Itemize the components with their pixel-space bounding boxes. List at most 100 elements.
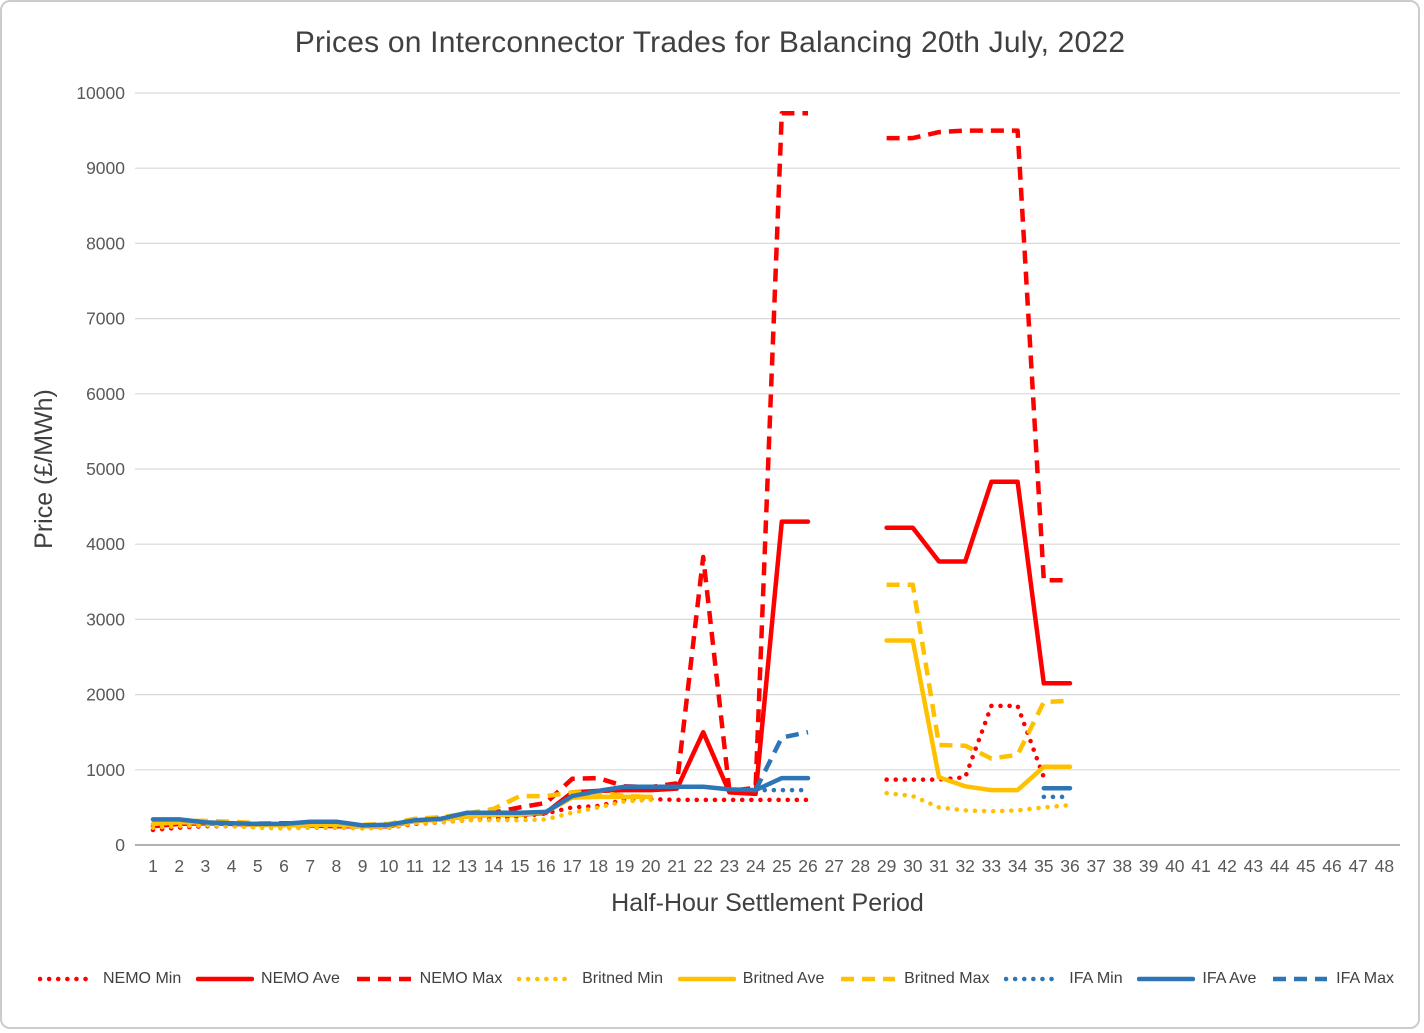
x-tick-label: 35 — [1034, 856, 1053, 876]
y-tick-label: 7000 — [86, 309, 125, 329]
x-tick-label: 23 — [720, 856, 739, 876]
legend-label-nemo-ave: NEMO Ave — [261, 970, 340, 987]
legend-item-ifa-min: IFA Min — [1004, 970, 1123, 988]
x-tick-label: 11 — [406, 856, 424, 876]
y-tick-label: 4000 — [86, 534, 125, 554]
x-tick-label: 25 — [772, 856, 791, 876]
series-line-nemo-min — [884, 703, 1047, 782]
legend-item-nemo-ave: NEMO Ave — [196, 970, 340, 988]
y-tick-label: 8000 — [86, 233, 125, 253]
legend-item-britned-min: Britned Min — [517, 970, 663, 988]
legend-line-sample-ifa-ave — [1137, 976, 1196, 982]
y-tick-label: 3000 — [86, 609, 125, 629]
x-tick-label: 33 — [982, 856, 1001, 876]
series-line-nemo-ave — [150, 519, 811, 829]
x-tick-label: 10 — [379, 856, 399, 876]
series-line-britned-min — [884, 790, 1073, 814]
x-tick-label: 42 — [1217, 856, 1236, 876]
legend-line-sample-nemo-min — [38, 976, 96, 982]
x-tick-label: 28 — [851, 856, 870, 876]
legend-label-britned-ave: Britned Ave — [742, 970, 825, 987]
y-axis-title: Price (£/MWh) — [30, 389, 58, 549]
y-tick-label: 5000 — [86, 459, 125, 479]
legend-line-sample-ifa-max — [1273, 976, 1328, 982]
series-line-ifa-max — [753, 729, 809, 792]
x-tick-label: 41 — [1191, 856, 1210, 876]
x-tick-label: 26 — [798, 856, 817, 876]
x-tick-label: 34 — [1008, 856, 1028, 876]
x-tick-label: 1 — [148, 856, 158, 876]
legend-line-sample-britned-min — [517, 976, 576, 982]
x-tick-label: 2 — [174, 856, 184, 876]
legend-line-sample-nemo-ave — [196, 976, 255, 982]
x-tick-label: 18 — [589, 856, 608, 876]
y-tick-label: 0 — [115, 835, 125, 855]
y-tick-label: 9000 — [86, 158, 125, 178]
legend-label-nemo-min: NEMO Min — [103, 970, 182, 987]
x-tick-label: 3 — [201, 856, 211, 876]
legend-item-ifa-max: IFA Max — [1271, 970, 1394, 988]
legend-line-sample-ifa-min — [1004, 976, 1063, 982]
legend-label-nemo-max: NEMO Max — [419, 970, 503, 987]
series-line-nemo-max — [886, 128, 1070, 583]
series-line-ifa-ave — [150, 775, 811, 828]
x-tick-label: 4 — [227, 856, 237, 876]
legend-item-ifa-ave: IFA Ave — [1137, 970, 1256, 988]
x-tick-label: 16 — [536, 856, 555, 876]
legend-label-ifa-max: IFA Max — [1336, 970, 1394, 987]
series-line-britned-ave — [884, 638, 1073, 793]
series-line-nemo-ave — [884, 479, 1073, 686]
legend-item-nemo-min: NEMO Min — [38, 970, 181, 988]
legend-label-britned-min: Britned Min — [582, 970, 664, 987]
x-tick-label: 7 — [305, 856, 315, 876]
chart-legend: NEMO Min NEMO Ave NEMO Max Britned Min Britn… — [38, 970, 1394, 988]
legend-item-britned-max: Britned Max — [839, 970, 990, 988]
x-tick-label: 38 — [1113, 856, 1132, 876]
x-tick-label: 46 — [1322, 856, 1341, 876]
x-tick-label: 9 — [358, 856, 368, 876]
x-tick-label: 17 — [562, 856, 581, 876]
legend-label-ifa-min: IFA Min — [1069, 970, 1123, 987]
legend-line-sample-nemo-max — [356, 976, 411, 982]
x-tick-label: 48 — [1375, 856, 1394, 876]
x-tick-label: 39 — [1139, 856, 1158, 876]
legend-line-sample-britned-ave — [677, 976, 736, 982]
y-tick-label: 1000 — [86, 760, 125, 780]
x-tick-label: 22 — [693, 856, 712, 876]
series-line-britned-min — [150, 797, 654, 831]
x-tick-label: 30 — [903, 856, 923, 876]
x-tick-label: 24 — [746, 856, 766, 876]
x-tick-label: 43 — [1244, 856, 1263, 876]
legend-label-ifa-ave: IFA Ave — [1202, 970, 1257, 987]
x-tick-label: 45 — [1296, 856, 1315, 876]
x-tick-label: 14 — [484, 856, 504, 876]
series-line-britned-max — [886, 582, 1071, 761]
chart-title: Prices on Interconnector Trades for Bala… — [294, 26, 1126, 59]
y-tick-label: 6000 — [86, 384, 125, 404]
legend-item-britned-ave: Britned Ave — [677, 970, 825, 988]
x-tick-label: 40 — [1165, 856, 1185, 876]
x-tick-label: 37 — [1086, 856, 1105, 876]
x-axis-title: Half-Hour Settlement Period — [611, 889, 924, 917]
legend-item-nemo-max: NEMO Max — [355, 970, 503, 988]
x-tick-label: 20 — [641, 856, 661, 876]
legend-line-sample-britned-max — [841, 976, 896, 982]
legend-label-britned-max: Britned Max — [904, 970, 990, 987]
x-tick-label: 27 — [824, 856, 843, 876]
x-tick-label: 15 — [510, 856, 529, 876]
x-tick-label: 29 — [877, 856, 896, 876]
x-tick-label: 36 — [1060, 856, 1079, 876]
x-tick-label: 19 — [615, 856, 634, 876]
x-tick-label: 32 — [955, 856, 974, 876]
x-tick-label: 12 — [431, 856, 450, 876]
y-tick-label: 2000 — [86, 685, 125, 705]
x-tick-label: 31 — [929, 856, 948, 876]
x-tick-label: 5 — [253, 856, 263, 876]
x-tick-label: 8 — [332, 856, 342, 876]
x-tick-label: 21 — [667, 856, 686, 876]
y-tick-label: 10000 — [76, 83, 125, 103]
x-tick-label: 13 — [458, 856, 477, 876]
x-tick-label: 47 — [1348, 856, 1367, 876]
